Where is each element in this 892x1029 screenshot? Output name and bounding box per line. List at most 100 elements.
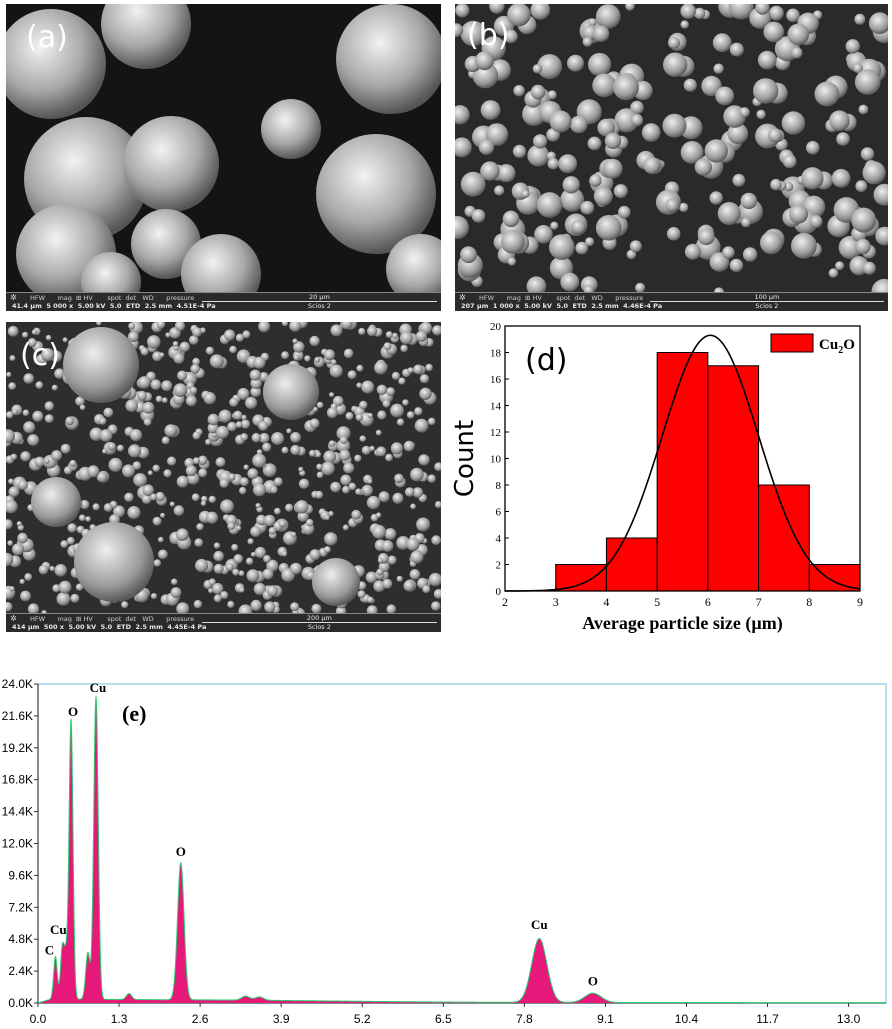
particle [201,495,208,503]
particle [567,54,584,72]
particle [351,509,362,520]
particle [741,217,751,228]
x-tick-label: 4 [603,595,609,609]
particle [390,442,403,455]
particle [613,184,628,199]
particle [549,110,572,133]
particle [238,570,245,577]
particle [727,123,749,144]
particle [289,322,302,332]
particle [80,499,90,510]
particle [316,471,324,479]
particle [494,185,505,196]
scale-bar-c: 200 µm [201,614,437,623]
particle [369,445,375,452]
histogram-panel-d: 2 3 4 5 6 7 8 9 0 2 4 6 8 10 12 14 16 18 20 Average particl… [443,312,892,642]
particle [79,404,86,411]
particle [153,559,162,567]
particle [770,178,782,191]
y-tick-label: 20 [490,321,502,333]
particle [173,352,185,364]
particle [198,468,208,478]
particle [293,354,300,361]
particle [311,603,322,614]
particle [20,590,31,602]
particle [63,466,73,475]
particle [701,75,722,97]
particle [575,241,589,255]
y-tick-label: 4.8K [8,932,33,946]
particle [323,546,331,554]
particle [582,36,593,47]
particle [455,137,472,158]
particle [662,113,687,138]
y-tick-label: 21.6K [2,709,33,723]
particle [626,249,637,260]
particle [205,438,212,446]
agglomerate [263,364,319,420]
particle [532,64,543,74]
particle [683,78,697,92]
particle [133,473,147,487]
particle [247,468,259,479]
particle [763,21,785,43]
particle [125,399,138,412]
particle [75,396,85,406]
x-tick-label: 5.2 [354,1012,371,1026]
particle [340,322,353,330]
particle [6,411,14,419]
particle [245,396,258,409]
particle [195,558,209,573]
particle [385,331,393,339]
particle [355,488,362,495]
particle [409,569,421,580]
y-tick-label: 19.2K [2,741,33,755]
particle [156,322,166,329]
fei-logo-icon: ✲ [10,614,17,623]
particle [10,453,18,460]
particle [587,136,602,151]
particle [402,399,409,406]
particle [194,538,203,547]
particle [233,554,243,564]
particle [663,52,688,77]
particle [382,399,391,408]
particle [24,573,33,581]
particle [192,327,202,337]
particle [7,540,13,546]
y-tick-label: 6 [496,507,502,519]
particle [354,454,362,462]
y-tick-label: 14.4K [2,805,33,819]
particle [213,542,221,549]
panel-label-c: (c) [20,338,60,373]
particle [172,341,179,347]
x-tick-label: 10.4 [675,1012,699,1026]
x-tick-label: 6 [705,595,711,609]
particle [263,555,271,563]
particle [497,164,516,183]
particle [262,463,277,477]
particle [530,4,551,20]
particle [227,522,236,530]
particle [339,449,351,461]
particle [8,486,20,498]
particle [173,345,179,351]
particle [52,584,61,593]
x-tick-label: 13.0 [837,1012,861,1026]
particle [828,268,839,278]
particle [167,456,177,466]
particle [232,568,240,576]
particle [729,258,744,273]
particle [480,100,501,120]
particle [836,132,850,146]
sem-databar-b: ✲ HFW mag ⊞ HV spot det WD pressure 207 … [455,292,888,311]
particle [305,518,314,527]
particle [755,4,770,15]
particle [185,465,197,477]
particle [549,234,575,260]
particle [377,558,383,564]
particle [31,329,38,335]
y-tick-label: 24.0K [2,677,33,691]
particle [27,434,40,446]
